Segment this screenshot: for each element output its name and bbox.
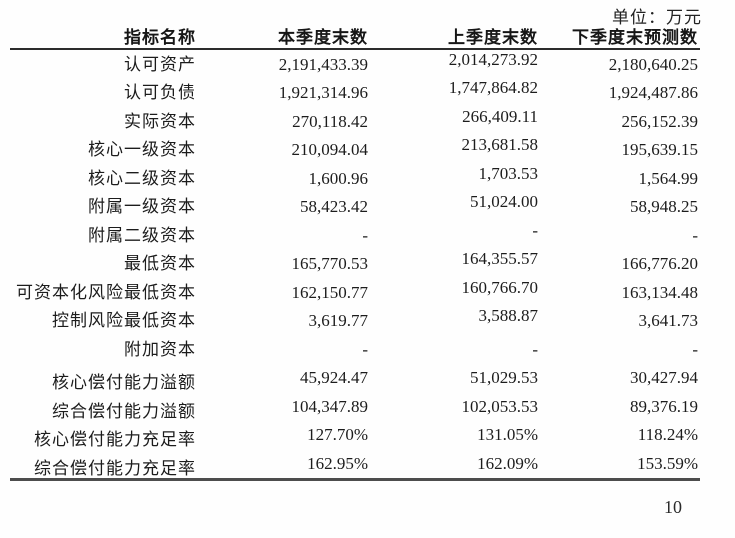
table-row: 认可负债 1,921,314.96 1,747,864.82 1,924,487… bbox=[10, 79, 700, 108]
current-quarter-value: 165,770.53 bbox=[291, 254, 369, 274]
table-row: 附属二级资本 - - - bbox=[10, 221, 700, 250]
previous-quarter-value: 2,014,273.92 bbox=[448, 49, 538, 69]
indicator-name: 最低资本 bbox=[124, 254, 196, 274]
next-quarter-forecast-value: - bbox=[692, 339, 698, 359]
indicator-name: 认可资产 bbox=[124, 54, 196, 74]
current-quarter-value: - bbox=[362, 225, 368, 245]
table-row: 综合偿付能力溢额 104,347.89 102,053.53 89,376.19 bbox=[10, 392, 700, 421]
table-row: 实际资本 270,118.42 266,409.11 256,152.39 bbox=[10, 107, 700, 136]
current-quarter-value: 3,619.77 bbox=[308, 311, 369, 331]
next-quarter-forecast-value: 89,376.19 bbox=[630, 396, 698, 416]
indicator-name: 核心一级资本 bbox=[88, 140, 196, 160]
next-quarter-forecast-value: - bbox=[692, 225, 698, 245]
next-quarter-forecast-value: 3,641.73 bbox=[638, 311, 699, 331]
next-quarter-forecast-value: 58,948.25 bbox=[630, 197, 698, 217]
indicator-name: 综合偿付能力充足率 bbox=[34, 458, 196, 478]
table-row: 核心偿付能力溢额 45,924.47 51,029.53 30,427.94 bbox=[10, 364, 700, 393]
indicator-name: 可资本化风险最低资本 bbox=[16, 282, 196, 302]
table-row: 核心一级资本 210,094.04 213,681.58 195,639.15 bbox=[10, 136, 700, 165]
indicator-name: 综合偿付能力溢额 bbox=[52, 401, 196, 421]
table-header: 指标名称 本季度末数 上季度末数 下季度末预测数 bbox=[10, 22, 700, 49]
next-quarter-forecast-value: 195,639.15 bbox=[621, 140, 699, 160]
column-header-indicator-name: 指标名称 bbox=[124, 27, 196, 47]
indicator-name: 附属一级资本 bbox=[88, 197, 196, 217]
indicator-name: 核心偿付能力充足率 bbox=[34, 430, 196, 450]
previous-quarter-value: 266,409.11 bbox=[462, 106, 538, 126]
current-quarter-value: 58,423.42 bbox=[300, 197, 368, 217]
current-quarter-value: 1,921,314.96 bbox=[278, 83, 368, 103]
indicator-name: 控制风险最低资本 bbox=[52, 311, 196, 331]
table-header-row: 指标名称 本季度末数 上季度末数 下季度末预测数 bbox=[10, 22, 700, 49]
next-quarter-forecast-value: 166,776.20 bbox=[621, 254, 699, 274]
table-row: 认可资产 2,191,433.39 2,014,273.92 2,180,640… bbox=[10, 49, 700, 79]
current-quarter-value: 2,191,433.39 bbox=[278, 54, 368, 74]
indicator-name: 核心二级资本 bbox=[88, 168, 196, 188]
previous-quarter-value: 51,029.53 bbox=[470, 368, 538, 388]
previous-quarter-value: 162.09% bbox=[477, 453, 538, 473]
current-quarter-value: - bbox=[362, 339, 368, 359]
table-row: 核心偿付能力充足率 127.70% 131.05% 118.24% bbox=[10, 421, 700, 450]
table-row: 最低资本 165,770.53 164,355.57 166,776.20 bbox=[10, 250, 700, 279]
current-quarter-value: 162.95% bbox=[307, 453, 368, 473]
previous-quarter-value: 1,747,864.82 bbox=[448, 78, 538, 98]
previous-quarter-value: 160,766.70 bbox=[461, 277, 539, 297]
previous-quarter-value: 51,024.00 bbox=[470, 192, 538, 212]
indicator-name: 附属二级资本 bbox=[88, 225, 196, 245]
column-header-current-quarter-end: 本季度末数 bbox=[278, 27, 368, 47]
table-row: 控制风险最低资本 3,619.77 3,588.87 3,641.73 bbox=[10, 307, 700, 336]
table-row: 核心二级资本 1,600.96 1,703.53 1,564.99 bbox=[10, 164, 700, 193]
table-row: 可资本化风险最低资本 162,150.77 160,766.70 163,134… bbox=[10, 278, 700, 307]
table-row: 附属一级资本 58,423.42 51,024.00 58,948.25 bbox=[10, 193, 700, 222]
next-quarter-forecast-value: 1,564.99 bbox=[638, 168, 699, 188]
current-quarter-value: 210,094.04 bbox=[291, 140, 369, 160]
previous-quarter-value: 102,053.53 bbox=[461, 396, 539, 416]
next-quarter-forecast-value: 153.59% bbox=[637, 453, 698, 473]
next-quarter-forecast-value: 163,134.48 bbox=[621, 282, 699, 302]
table-row: 附加资本 - - - bbox=[10, 335, 700, 364]
next-quarter-forecast-value: 256,152.39 bbox=[621, 111, 699, 131]
current-quarter-value: 127.70% bbox=[307, 425, 368, 445]
page-number: 10 bbox=[664, 497, 682, 517]
column-header-next-quarter-forecast: 下季度末预测数 bbox=[572, 27, 698, 47]
next-quarter-forecast-value: 2,180,640.25 bbox=[608, 54, 698, 74]
table-row: 综合偿付能力充足率 162.95% 162.09% 153.59% bbox=[10, 449, 700, 479]
previous-quarter-value: 213,681.58 bbox=[461, 135, 539, 155]
indicator-name: 核心偿付能力溢额 bbox=[52, 373, 196, 393]
previous-quarter-value: 1,703.53 bbox=[478, 163, 539, 183]
current-quarter-value: 162,150.77 bbox=[291, 282, 369, 302]
previous-quarter-value: - bbox=[532, 220, 538, 240]
previous-quarter-value: 3,588.87 bbox=[478, 306, 539, 326]
current-quarter-value: 270,118.42 bbox=[292, 111, 368, 131]
indicator-name: 附加资本 bbox=[124, 339, 196, 359]
previous-quarter-value: 164,355.57 bbox=[461, 249, 539, 269]
next-quarter-forecast-value: 30,427.94 bbox=[630, 368, 698, 388]
previous-quarter-value: - bbox=[532, 339, 538, 359]
solvency-indicators-table: 指标名称 本季度末数 上季度末数 下季度末预测数 认可资产 2,191,433.… bbox=[10, 22, 700, 481]
previous-quarter-value: 131.05% bbox=[477, 425, 538, 445]
current-quarter-value: 45,924.47 bbox=[300, 368, 368, 388]
indicator-name: 认可负债 bbox=[124, 83, 196, 103]
next-quarter-forecast-value: 118.24% bbox=[637, 425, 698, 445]
current-quarter-value: 104,347.89 bbox=[291, 396, 369, 416]
indicator-name: 实际资本 bbox=[124, 111, 196, 131]
next-quarter-forecast-value: 1,924,487.86 bbox=[608, 83, 698, 103]
column-header-previous-quarter-end: 上季度末数 bbox=[448, 27, 538, 47]
current-quarter-value: 1,600.96 bbox=[308, 168, 369, 188]
unit-label: 单位：万元 bbox=[612, 8, 702, 27]
table-body: 认可资产 2,191,433.39 2,014,273.92 2,180,640… bbox=[10, 49, 700, 479]
